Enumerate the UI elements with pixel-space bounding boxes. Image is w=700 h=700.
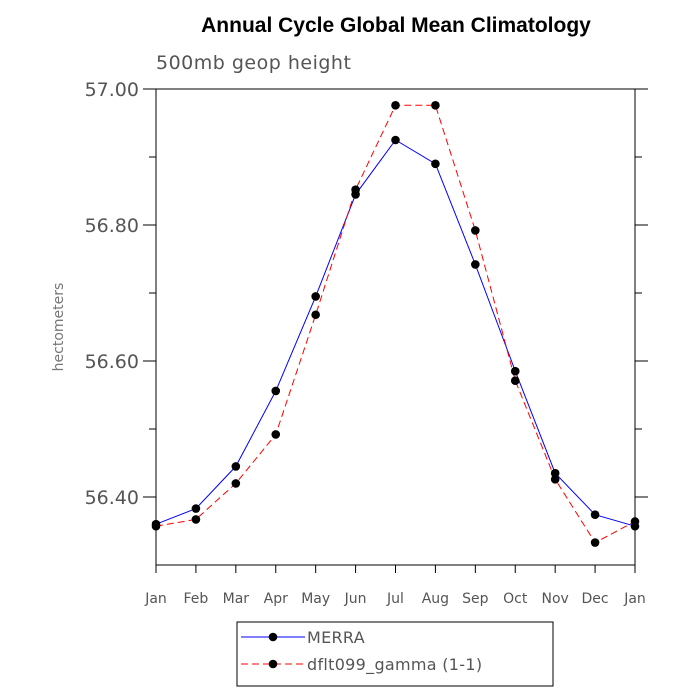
data-point-series-2 [510, 376, 520, 386]
x-tick-label: May [301, 591, 330, 607]
legend-marker-2 [268, 659, 278, 669]
x-tick-label: Jun [344, 591, 367, 607]
data-point-series-2 [431, 101, 440, 110]
data-point-series-2 [231, 479, 241, 488]
data-point-series-1 [590, 510, 600, 519]
data-point-series-2 [630, 517, 640, 526]
series-lines [155, 104, 636, 544]
data-point-series-1 [231, 462, 241, 471]
x-tick-label: Apr [264, 591, 288, 607]
x-tick-label: Mar [223, 591, 250, 607]
series-line-1 [155, 139, 636, 527]
data-point-series-1 [391, 135, 400, 145]
chart-subtitle: 500mb geop height [156, 52, 351, 74]
y-axis-label: hectometers [51, 283, 67, 372]
y-tick-label: 56.40 [85, 487, 139, 509]
x-tick-labels: Jan Feb Mar Apr May Jun Jul Aug Sep Oct Nov Dec Jan [144, 591, 646, 607]
data-point-series-2 [191, 515, 201, 524]
data-point-series-2 [550, 475, 560, 484]
axis-ticks [143, 88, 648, 573]
x-tick-label: Jan [623, 591, 646, 607]
data-point-series-1 [550, 468, 560, 478]
data-point-series-2 [351, 185, 360, 194]
legend-box [236, 621, 554, 687]
legend-label-1: MERRA [307, 628, 365, 647]
legend-marker-1 [268, 632, 278, 642]
x-tick-label: Oct [503, 591, 528, 607]
data-point-series-2 [271, 430, 281, 439]
y-tick-label: 56.80 [85, 215, 139, 237]
data-point-series-1 [311, 292, 320, 301]
data-point-series-2 [471, 226, 480, 235]
x-tick-label: Jan [144, 591, 167, 607]
data-point-series-1 [471, 260, 480, 269]
y-tick-label: 56.60 [85, 351, 139, 373]
data-point-series-2 [151, 521, 161, 531]
plot-frame [155, 88, 636, 566]
data-point-series-2 [391, 101, 400, 110]
x-tick-label: Aug [422, 591, 449, 607]
x-tick-label: Jul [386, 591, 404, 607]
x-tick-label: Sep [462, 591, 489, 607]
data-point-series-1 [191, 504, 201, 513]
x-tick-label: Dec [582, 591, 609, 607]
x-tick-label: Feb [184, 591, 209, 607]
y-tick-label: 57.00 [85, 79, 139, 101]
y-tick-labels: 56.40 56.60 56.80 57.00 [85, 79, 139, 509]
data-point-series-1 [510, 366, 520, 376]
data-point-series-2 [590, 538, 600, 547]
series-points [151, 101, 640, 547]
legend-label-2: dflt099_gamma (1-1) [307, 655, 482, 675]
chart-title: Annual Cycle Global Mean Climatology [201, 14, 591, 37]
data-point-series-1 [431, 159, 440, 169]
legend: MERRA dflt099_gamma (1-1) [236, 621, 554, 687]
data-point-series-1 [271, 386, 281, 396]
x-tick-label: Nov [542, 591, 569, 607]
data-point-series-2 [311, 310, 320, 320]
series-line-2 [155, 104, 636, 544]
